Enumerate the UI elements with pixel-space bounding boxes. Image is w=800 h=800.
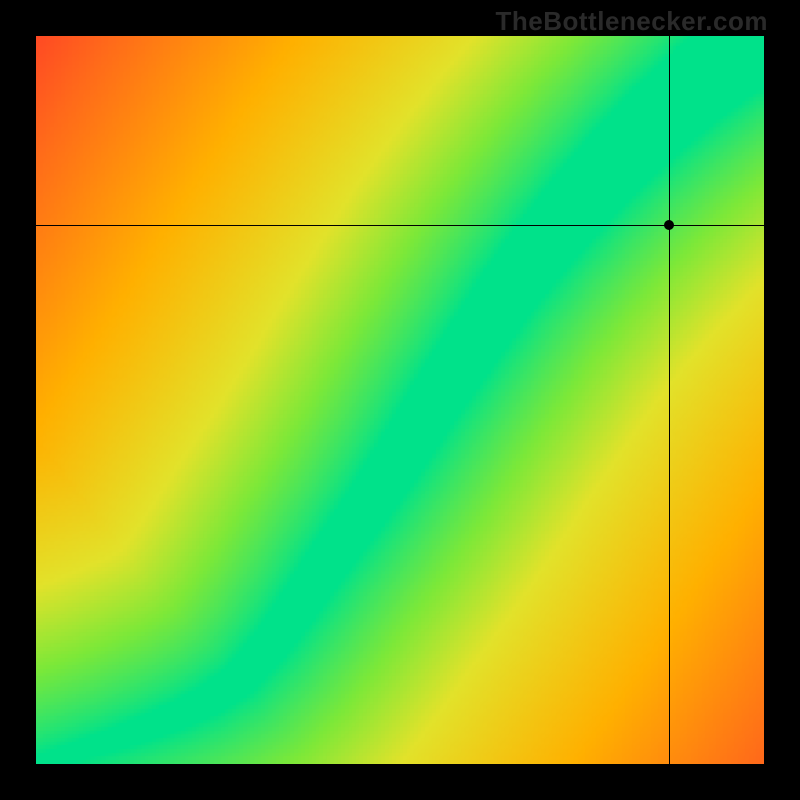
crosshair-vertical (669, 36, 670, 764)
crosshair-marker (664, 220, 674, 230)
crosshair-horizontal (36, 225, 764, 226)
heatmap-canvas (36, 36, 764, 764)
watermark-text: TheBottlenecker.com (496, 6, 768, 37)
heatmap-plot-area (36, 36, 764, 764)
